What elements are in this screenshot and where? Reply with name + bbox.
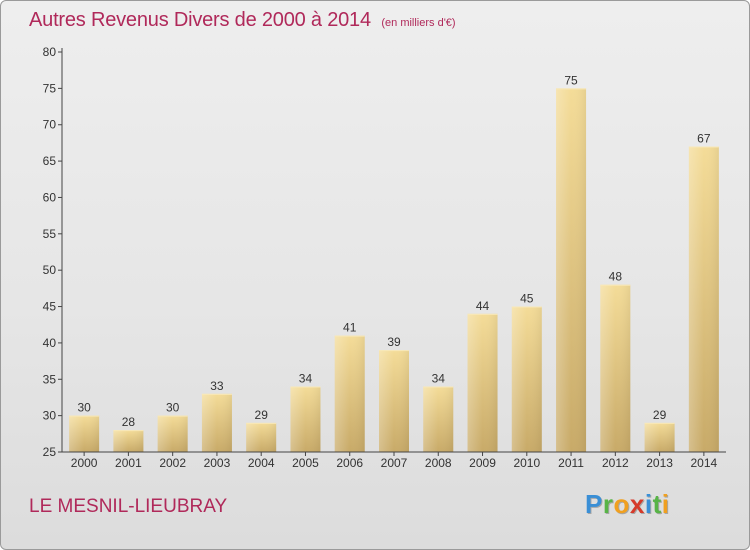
logo-letter: P xyxy=(585,489,603,519)
y-tick-label: 25 xyxy=(43,445,57,459)
data-label: 30 xyxy=(77,401,91,415)
data-label: 75 xyxy=(564,73,578,87)
x-tick-label: 2010 xyxy=(513,456,540,470)
data-label: 29 xyxy=(653,408,667,422)
bar-shade xyxy=(290,386,321,452)
data-label: 29 xyxy=(255,408,269,422)
data-label: 39 xyxy=(387,335,401,349)
bar-shade xyxy=(334,335,365,452)
logo-letter: i xyxy=(644,489,653,519)
data-label: 30 xyxy=(166,401,180,415)
bar-shade xyxy=(201,393,232,452)
y-tick-label: 35 xyxy=(43,372,57,386)
bar-shade xyxy=(157,415,188,452)
x-axis: 2000 2001 2002 2003 2004 2005 2006 2007 2008 2009… xyxy=(62,451,726,470)
bar-shade xyxy=(379,350,409,452)
data-label: 34 xyxy=(432,372,446,386)
bar-shade xyxy=(467,313,498,452)
y-tick-label: 45 xyxy=(43,300,57,314)
logo-letter: t xyxy=(652,489,662,519)
bars: 30 28 30 33 29 34 41 39 34 44 45 75 48 29 67 xyxy=(69,73,719,452)
x-tick-label: 2013 xyxy=(646,456,673,470)
chart-title: Autres Revenus Divers de 2000 à 2014 xyxy=(29,9,371,31)
title-block: Autres Revenus Divers de 2000 à 2014 (en… xyxy=(29,9,456,32)
proxiti-logo: Proxiti xyxy=(585,489,669,520)
data-label: 45 xyxy=(520,292,534,306)
y-axis: 25 30 35 40 45 50 55 60 65 70 75 80 xyxy=(43,45,63,459)
y-tick-label: 30 xyxy=(43,409,57,423)
y-tick-label: 75 xyxy=(43,81,57,95)
chart-subtitle: (en milliers d'€) xyxy=(381,17,456,29)
x-tick-label: 2014 xyxy=(691,456,718,470)
bar-shade xyxy=(246,422,277,452)
bar-shade xyxy=(688,146,719,452)
logo-letter: r xyxy=(602,489,614,519)
y-tick-label: 55 xyxy=(43,227,57,241)
data-label: 48 xyxy=(609,270,623,284)
x-tick-label: 2011 xyxy=(558,456,584,470)
x-tick-label: 2008 xyxy=(425,456,452,470)
logo-letter: o xyxy=(613,489,630,519)
data-label: 34 xyxy=(299,372,313,386)
bar-shade xyxy=(644,422,675,452)
x-tick-label: 2004 xyxy=(248,456,275,470)
y-tick-label: 40 xyxy=(43,336,57,350)
data-label: 28 xyxy=(122,415,136,429)
bar-shade xyxy=(423,386,454,452)
data-label: 67 xyxy=(697,132,711,146)
town-name: LE MESNIL-LIEUBRAY xyxy=(29,496,228,517)
y-tick-label: 70 xyxy=(43,118,57,132)
x-tick-label: 2003 xyxy=(204,456,231,470)
bar-shade xyxy=(556,88,587,452)
bar-shade xyxy=(113,430,144,452)
bar-shade xyxy=(600,284,631,452)
bar-shade xyxy=(69,415,100,452)
x-tick-label: 2009 xyxy=(469,456,496,470)
x-tick-label: 2006 xyxy=(336,456,363,470)
y-tick-label: 50 xyxy=(43,263,57,277)
data-label: 41 xyxy=(343,321,357,335)
data-label: 33 xyxy=(210,379,224,393)
x-tick-label: 2007 xyxy=(381,456,408,470)
y-tick-label: 80 xyxy=(43,45,57,59)
x-tick-label: 2000 xyxy=(71,456,98,470)
x-tick-label: 2002 xyxy=(159,456,186,470)
data-label: 44 xyxy=(476,299,490,313)
logo-letter: i xyxy=(661,489,670,519)
logo-letter: x xyxy=(629,489,645,519)
x-tick-label: 2001 xyxy=(115,456,142,470)
bar-shade xyxy=(511,306,542,452)
x-tick-label: 2005 xyxy=(292,456,319,470)
y-tick-label: 60 xyxy=(43,190,57,204)
y-tick-label: 65 xyxy=(43,154,57,168)
x-tick-label: 2012 xyxy=(602,456,629,470)
